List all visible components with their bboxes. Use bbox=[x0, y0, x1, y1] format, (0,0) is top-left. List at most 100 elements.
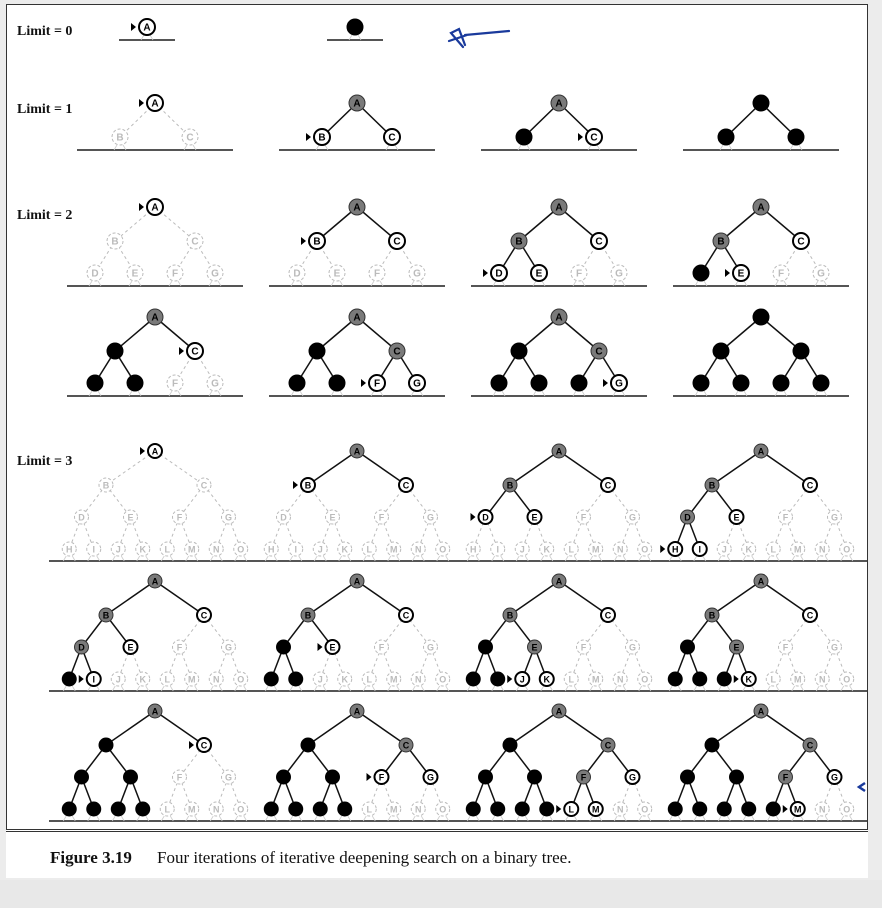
edge bbox=[105, 580, 156, 616]
leaf-stub bbox=[719, 144, 724, 151]
edge bbox=[711, 710, 762, 746]
node-letter: B bbox=[507, 611, 514, 621]
handwritten-mark bbox=[856, 781, 866, 793]
node-i bbox=[86, 541, 102, 557]
node-g bbox=[812, 264, 830, 282]
node-letter: C bbox=[605, 741, 612, 751]
leaf-stub bbox=[581, 280, 586, 287]
leaf-stub bbox=[475, 685, 480, 692]
node-f bbox=[772, 264, 790, 282]
node-d bbox=[680, 509, 695, 525]
tree-limit2-5: A C F G bbox=[269, 308, 445, 397]
leaf-stub bbox=[145, 685, 150, 692]
node-a bbox=[147, 443, 163, 459]
leaf-stub bbox=[298, 555, 303, 562]
node-letter: L bbox=[569, 675, 575, 685]
node-b bbox=[300, 477, 316, 493]
node-letter: M bbox=[592, 675, 600, 685]
node-f bbox=[576, 769, 591, 785]
edge bbox=[154, 450, 205, 486]
node-c bbox=[398, 477, 414, 493]
node-e bbox=[325, 509, 340, 525]
edge bbox=[760, 316, 802, 352]
edge bbox=[154, 710, 205, 746]
leaf-stub bbox=[647, 555, 652, 562]
current-node-marker bbox=[139, 99, 144, 107]
node-letter: A bbox=[152, 577, 159, 587]
node-k bbox=[741, 801, 757, 817]
node-letter: O bbox=[843, 805, 850, 815]
node-i bbox=[490, 801, 506, 817]
edge bbox=[711, 580, 762, 616]
node-letter: L bbox=[165, 805, 171, 815]
node-m bbox=[386, 541, 402, 557]
leaf-stub bbox=[638, 815, 643, 822]
node-n bbox=[814, 671, 830, 687]
leaf-stub bbox=[234, 555, 239, 562]
node-l bbox=[563, 801, 580, 817]
edge bbox=[105, 710, 156, 746]
node-letter: A bbox=[151, 203, 158, 214]
node-a bbox=[752, 308, 770, 326]
leaf-stub bbox=[742, 685, 747, 692]
node-letter: E bbox=[132, 269, 139, 280]
leaf-stub bbox=[702, 815, 707, 822]
leaf-stub bbox=[322, 685, 327, 692]
node-b bbox=[717, 128, 735, 146]
leaf-stub bbox=[420, 815, 425, 822]
leaf-stub bbox=[410, 280, 415, 287]
current-node-marker bbox=[131, 23, 136, 31]
leaf-stub bbox=[420, 685, 425, 692]
edge bbox=[509, 450, 560, 486]
node-letter: O bbox=[843, 675, 850, 685]
leaf-stub bbox=[524, 685, 529, 692]
node-d bbox=[74, 639, 89, 655]
leaf-stub bbox=[515, 555, 520, 562]
node-letter: L bbox=[367, 805, 373, 815]
leaf-stub bbox=[299, 280, 304, 287]
node-b bbox=[704, 477, 720, 493]
leaf-stub bbox=[694, 280, 699, 287]
leaf-stub bbox=[289, 815, 294, 822]
node-c bbox=[590, 232, 608, 250]
tree-limit1-3 bbox=[683, 94, 839, 151]
tree-limit2-6: A C G bbox=[471, 308, 647, 397]
node-g bbox=[610, 264, 628, 282]
node-d bbox=[477, 509, 494, 525]
node-g bbox=[422, 769, 439, 785]
node-i bbox=[86, 801, 102, 817]
node-letter: L bbox=[569, 545, 575, 555]
node-letter: C bbox=[393, 347, 400, 358]
node-letter: F bbox=[374, 379, 380, 390]
node-e bbox=[732, 264, 750, 282]
node-c bbox=[802, 737, 818, 753]
node-f bbox=[368, 374, 386, 392]
node-letter: O bbox=[843, 545, 850, 555]
leaf-stub bbox=[194, 815, 199, 822]
node-c bbox=[186, 342, 204, 360]
node-b bbox=[308, 342, 326, 360]
figure-caption: Figure 3.19 Four iterations of iterative… bbox=[6, 829, 868, 878]
node-n bbox=[410, 801, 426, 817]
tree-limit2-7 bbox=[673, 308, 849, 397]
node-f bbox=[778, 509, 793, 525]
node-c bbox=[787, 128, 805, 146]
node-j bbox=[312, 801, 328, 817]
leaf-stub bbox=[572, 280, 577, 287]
leaf-stub bbox=[208, 390, 213, 397]
leaf-stub bbox=[264, 815, 269, 822]
leaf-stub bbox=[742, 815, 747, 822]
node-letter: F bbox=[379, 773, 385, 783]
node-letter: M bbox=[188, 545, 196, 555]
leaf-stub bbox=[774, 280, 779, 287]
node-letter: G bbox=[831, 643, 838, 653]
node-f bbox=[172, 769, 187, 785]
tree-limit2-0: A B C D E F G bbox=[67, 198, 243, 287]
leaf-stub bbox=[394, 144, 399, 151]
tree-limit3-10: A C F G L M N O bbox=[453, 703, 665, 822]
leaf-stub bbox=[290, 390, 295, 397]
node-k bbox=[135, 671, 151, 687]
leaf-stub bbox=[751, 555, 756, 562]
node-k bbox=[337, 541, 353, 557]
leaf-stub bbox=[420, 555, 425, 562]
